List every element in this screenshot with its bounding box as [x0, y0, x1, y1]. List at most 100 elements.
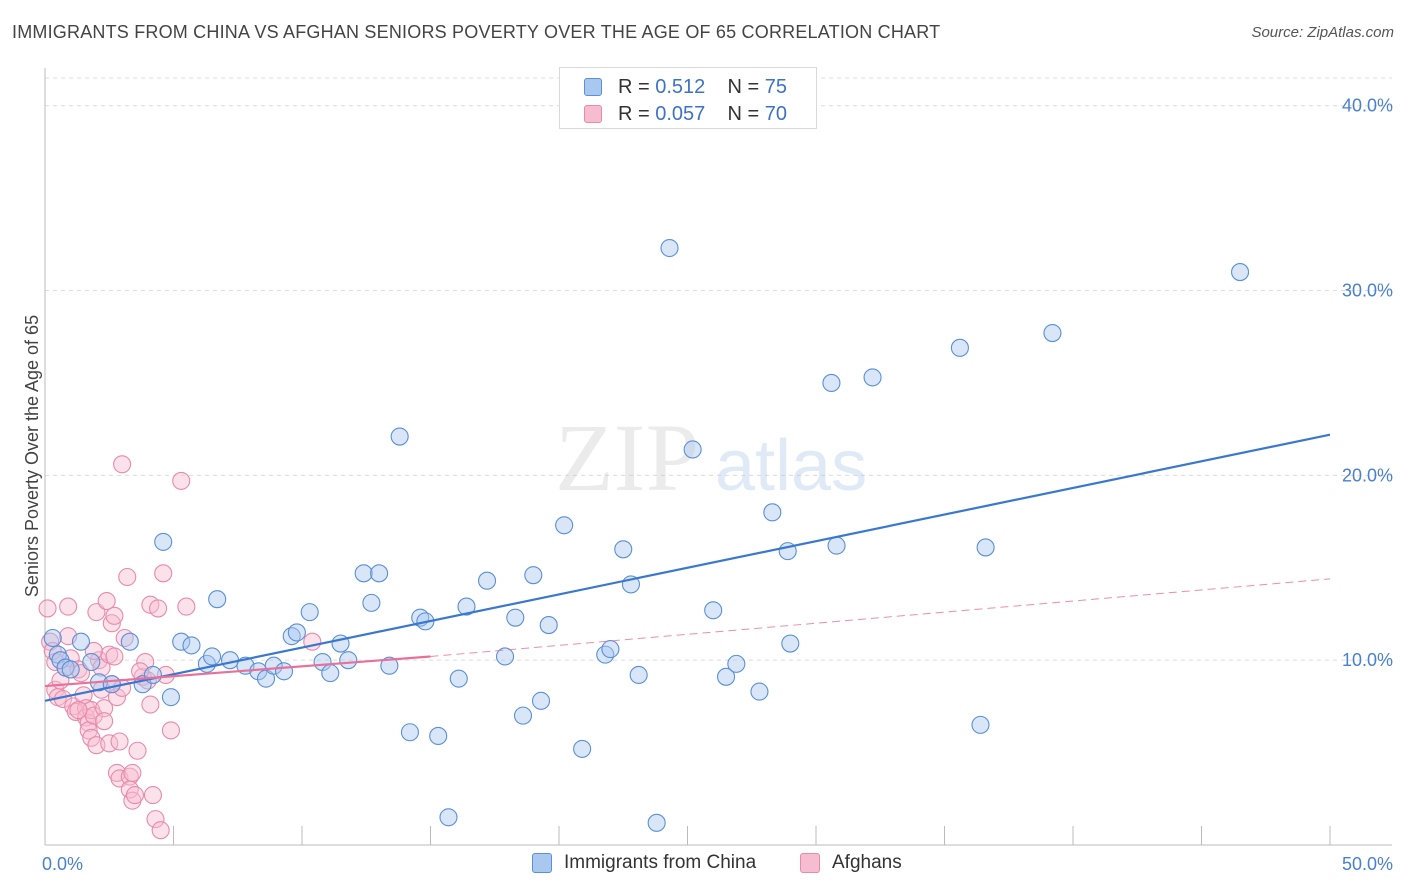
legend-r-label: R =: [618, 103, 650, 125]
china-point: [716, 667, 736, 686]
afghan-point: [143, 786, 162, 805]
china-point: [154, 532, 173, 551]
china-point: [513, 706, 533, 725]
watermark-zip: ZIP: [555, 404, 699, 511]
china-point: [683, 440, 702, 459]
china-point: [439, 808, 458, 827]
afghan-point: [149, 599, 168, 618]
china-point: [477, 571, 497, 590]
grid-lines: [45, 77, 1392, 661]
afghan-point: [141, 695, 160, 714]
afghan-point: [95, 699, 114, 718]
afghan-point: [69, 701, 88, 720]
afghan-swatch: [584, 105, 602, 123]
china-point: [120, 632, 139, 651]
y-axis-label: Seniors Poverty Over the Age of 65: [22, 315, 42, 597]
legend-n-value: 70: [764, 103, 788, 125]
afghan-point: [151, 821, 170, 840]
china-point: [506, 608, 525, 627]
china-point: [555, 516, 574, 535]
y-tick-label: 10.0%: [1342, 650, 1393, 670]
legend-r-value: 0.512: [655, 76, 706, 98]
afghan-point: [128, 741, 147, 760]
afghan-point: [123, 763, 142, 782]
china-point: [863, 368, 882, 387]
china-point: [596, 645, 615, 664]
china-point: [354, 564, 373, 583]
afghan-trend-extension: [430, 578, 1331, 657]
china-point: [539, 616, 558, 635]
china-point: [573, 739, 592, 758]
china-point: [750, 682, 769, 701]
china-point: [172, 632, 191, 651]
china-point: [102, 675, 121, 694]
source-label: Source: ZipAtlas.com: [1251, 24, 1394, 41]
china-point: [1043, 324, 1062, 343]
china-point: [704, 601, 723, 620]
china-point: [449, 669, 468, 688]
afghan-point: [146, 810, 165, 829]
afghan-point: [84, 641, 103, 660]
china-point: [647, 813, 666, 832]
afghan-trend-line: [44, 655, 431, 688]
y-tick-label: 30.0%: [1342, 281, 1393, 301]
afghan-point: [97, 591, 116, 611]
china-point: [71, 632, 91, 651]
afghan-point: [154, 564, 173, 583]
watermark-atlas: atlas: [715, 426, 867, 506]
afghan-point: [161, 721, 180, 740]
axes: [44, 68, 1392, 846]
x-tick-label: 0.0%: [42, 854, 83, 874]
china-point: [61, 660, 80, 679]
afghan-swatch: [800, 853, 820, 873]
china-point: [976, 538, 995, 557]
afghan-point: [110, 732, 129, 751]
china-point: [457, 597, 476, 616]
chart-title: IMMIGRANTS FROM CHINA VS AFGHAN SENIORS …: [12, 22, 941, 42]
china-point: [274, 662, 294, 681]
afghan-point: [95, 712, 114, 731]
afghan-point: [66, 702, 85, 721]
china-point: [43, 628, 62, 648]
china-point: [827, 536, 846, 555]
china-point: [727, 654, 746, 673]
china-point: [300, 603, 319, 622]
china-point: [822, 373, 841, 393]
y-tick-label: 40.0%: [1342, 96, 1393, 116]
china-point: [370, 564, 389, 583]
tick-labels: 10.0% 20.0% 30.0% 40.0% 0.0% 50.0%: [42, 96, 1393, 874]
afghan-point: [102, 614, 121, 633]
china-point: [1231, 263, 1250, 282]
afghan-point: [87, 603, 106, 622]
china-point: [362, 593, 381, 612]
afghan-point: [113, 455, 132, 474]
china-point: [601, 640, 620, 659]
china-point: [629, 665, 648, 685]
china-point: [531, 691, 551, 710]
china-swatch: [584, 78, 602, 96]
china-point: [321, 664, 340, 683]
afghan-point: [118, 567, 137, 587]
afghan-point: [125, 786, 144, 805]
zipatlas-watermark: ZIP atlas: [555, 404, 867, 511]
china-points: [43, 238, 1250, 832]
afghan-point: [89, 651, 109, 670]
correlation-legend: R = 0.512 N = 75 R = 0.057 N = 70: [559, 67, 817, 129]
china-point: [763, 503, 782, 522]
china-legend-label: Immigrants from China: [564, 852, 757, 873]
afghan-point: [59, 597, 78, 616]
y-tick-label: 20.0%: [1342, 465, 1393, 485]
china-point: [161, 688, 180, 707]
china-swatch: [532, 853, 552, 873]
china-point: [495, 647, 515, 666]
china-point: [400, 723, 419, 742]
china-trend-line: [44, 433, 1331, 702]
afghan-point: [177, 597, 196, 616]
china-point: [339, 651, 358, 670]
afghan-legend-label: Afghans: [832, 852, 902, 873]
china-point: [781, 634, 800, 653]
china-point: [429, 726, 448, 746]
afghan-point: [105, 606, 124, 625]
china-point: [950, 338, 969, 357]
